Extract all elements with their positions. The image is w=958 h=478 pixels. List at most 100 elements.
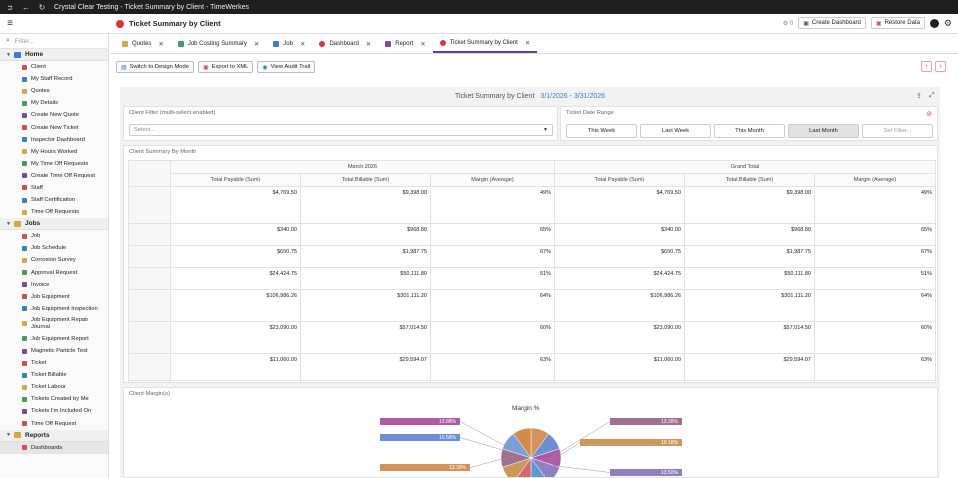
audit-trail-button[interactable]: ◉ View Audit Trail: [257, 61, 316, 73]
client-filter-select[interactable]: Select... ▼: [129, 124, 553, 136]
next-arrow-icon[interactable]: ›: [935, 61, 946, 72]
menu-icon[interactable]: ≡: [7, 18, 13, 29]
previous-arrow-icon[interactable]: ‹: [921, 61, 932, 72]
sidebar-item-create-new-ticket[interactable]: Create New Ticket: [0, 121, 108, 133]
pie-slice[interactable]: [530, 457, 549, 478]
back-icon[interactable]: ←: [22, 2, 30, 12]
table-cell: 64%: [430, 289, 555, 322]
close-icon[interactable]: ✕: [158, 40, 164, 48]
export-icon: ▣: [202, 64, 209, 71]
sidebar-item-staff[interactable]: Staff: [0, 182, 108, 194]
last-month-button[interactable]: Last Month: [788, 124, 859, 138]
pivot-corner: [128, 160, 171, 187]
sidebar-section-reports[interactable]: ▼ Reports: [0, 429, 108, 442]
sidebar-item-my-details[interactable]: My Details: [0, 97, 108, 109]
sidebar-section-jobs[interactable]: ▼ Jobs: [0, 218, 108, 231]
sidebar-item-time-off-request[interactable]: Time Off Request: [0, 418, 108, 430]
client-filter-label: Client Filter (multi-select enabled): [129, 110, 216, 116]
clear-filter-icon[interactable]: ⊘: [926, 111, 932, 118]
tab-dashboard[interactable]: Dashboard ✕: [312, 34, 378, 53]
share-icon[interactable]: ⇪: [916, 93, 922, 100]
table-row[interactable]: $23,090.00 $57,014.50 60% $23,090.00 $57,014…: [128, 321, 936, 354]
sidebar-item-my-staff-record[interactable]: My Staff Record: [0, 73, 108, 85]
sidebar-filter-input[interactable]: Filter...: [14, 37, 35, 45]
sidebar-item-create-time-off-request[interactable]: Create Time Off Request: [0, 170, 108, 182]
design-mode-button[interactable]: ▤ Switch to Design Mode: [116, 61, 194, 73]
nav-item-icon: [22, 233, 27, 239]
sidebar-item-client[interactable]: Client: [0, 61, 108, 73]
sidebar-item-magnetic-particle-test[interactable]: Magnetic Particle Test: [0, 345, 108, 357]
settings-gear-icon[interactable]: ⚙: [943, 17, 952, 28]
pie-slice[interactable]: [513, 427, 532, 459]
sidebar-item-invoice[interactable]: Invoice: [0, 279, 108, 291]
table-row[interactable]: $11,060.00 $29,594.07 63% $11,060.00 $29,594…: [128, 353, 936, 381]
sidebar-item-ticket-labour[interactable]: Ticket Labour: [0, 381, 108, 393]
pivot-column-header[interactable]: Total Billable (Sum): [684, 173, 815, 187]
tab-job-costing-summary[interactable]: Job Costing Summary ✕: [171, 34, 266, 53]
sidebar-item-corrosion-survey[interactable]: Corrosion Survey: [0, 254, 108, 266]
pivot-column-header[interactable]: Margin (Average): [430, 173, 555, 187]
nav-item-icon: [22, 64, 27, 70]
restore-data-button[interactable]: ▣ Restore Data: [870, 17, 925, 29]
close-icon[interactable]: ✕: [365, 40, 372, 48]
pivot-column-header[interactable]: Total Payable (Sum): [554, 173, 685, 187]
tab-quotes[interactable]: Quotes ✕: [115, 34, 171, 53]
table-row[interactable]: $650.75 $1,987.75 67% $650.75 $1,987.75 67%: [128, 245, 936, 268]
sidebar-item-time-off-requests[interactable]: Time Off Requests: [0, 206, 108, 218]
tab-job[interactable]: Job ✕: [266, 34, 312, 53]
this-month-button[interactable]: This Month: [714, 124, 785, 138]
sidebar-item-job-schedule[interactable]: Job Schedule: [0, 242, 108, 254]
sidebar-item-job-equipment[interactable]: Job Equipment: [0, 291, 108, 303]
notification-count[interactable]: ⚙ 0: [782, 20, 794, 27]
table-row[interactable]: $12,425.00$35,919.4565%$12,425.00$35,919…: [128, 380, 936, 382]
table-row[interactable]: $106,986.26 $301,111.20 64% $106,986.26 $301…: [128, 289, 936, 322]
sidebar-item-inspector-dashboard[interactable]: Inspector Dashboard: [0, 134, 108, 146]
close-icon[interactable]: ✕: [420, 40, 426, 48]
sidebar-item-create-new-quote[interactable]: Create New Quote: [0, 109, 108, 121]
export-xml-button[interactable]: ▣ Export to XML: [197, 61, 254, 73]
table-row[interactable]: $340.00 $968.80 65% $340.00 $968.80 65%: [128, 223, 936, 246]
sidebar-item-dashboards[interactable]: Dashboards: [0, 441, 108, 454]
tab-ticket-summary-by-client[interactable]: Ticket Summary by Client ✕: [432, 34, 538, 53]
sidebar-item-job-equipment-repair-journal[interactable]: Job Equipment Repair Journal: [0, 315, 108, 333]
sidebar-item-label: Tickets Created by Me: [31, 396, 89, 403]
sidebar-item-tickets-created-by-me[interactable]: Tickets Created by Me: [0, 393, 108, 405]
sidebar-item-ticket-billable[interactable]: Ticket Billable: [0, 369, 108, 381]
sidebar-item-quotes[interactable]: Quotes: [0, 85, 108, 97]
pie-slice[interactable]: [513, 457, 532, 478]
user-avatar-icon[interactable]: [929, 18, 939, 28]
sidebar-item-job[interactable]: Job: [0, 230, 108, 242]
sidebar-item-job-equipment-inspection[interactable]: Job Equipment Inspection: [0, 303, 108, 315]
pivot-column-header[interactable]: Total Payable (Sum): [170, 173, 301, 187]
sidebar-item-ticket[interactable]: Ticket: [0, 357, 108, 369]
sidebar-filter[interactable]: ⌕ Filter...: [0, 34, 108, 49]
caret-down-icon: ▼: [543, 127, 548, 133]
close-icon[interactable]: ✕: [299, 40, 306, 48]
this-week-button[interactable]: This Week: [566, 124, 637, 138]
sidebar-item-job-equipment-report[interactable]: Job Equipment Report: [0, 333, 108, 345]
table-cell: $23,090.00: [554, 321, 685, 354]
page-title: Ticket Summary by Client: [129, 19, 221, 28]
pivot-column-header[interactable]: Margin (Average): [814, 173, 936, 187]
pivot-column-header[interactable]: Total Billable (Sum): [300, 173, 431, 187]
sidebar-item-tickets-i-m-included-on[interactable]: Tickets I'm Included On: [0, 405, 108, 417]
tab-report[interactable]: Report ✕: [378, 34, 432, 53]
close-icon[interactable]: ✕: [524, 39, 531, 47]
sidebar-item-staff-certification[interactable]: Staff Certification: [0, 194, 108, 206]
table-cell: $340.00: [554, 223, 685, 246]
set-filter-button[interactable]: Set Filter...: [862, 124, 933, 138]
create-dashboard-button[interactable]: ▣ Create Dashboard: [798, 17, 866, 29]
table-row[interactable]: $4,769.50 $9,398.00 49% $4,769.50 $9,398.00 4…: [128, 186, 936, 224]
close-icon[interactable]: ✕: [253, 40, 260, 48]
sidebar-item-my-time-off-requests[interactable]: My Time Off Requests: [0, 158, 108, 170]
sidebar-section-home[interactable]: ▼ Home: [0, 49, 108, 61]
fullscreen-icon[interactable]: ⤢: [929, 92, 935, 99]
refresh-icon[interactable]: ↻: [38, 2, 46, 12]
sidebar-item-my-hours-worked[interactable]: My Hours Worked: [0, 146, 108, 158]
table-row[interactable]: $24,424.75 $50,111.80 51% $24,424.75 $50,111…: [128, 267, 936, 290]
nav-item-icon: [22, 88, 27, 94]
sidebar-item-approval-request[interactable]: Approval Request: [0, 267, 108, 279]
last-week-button[interactable]: Last Week: [640, 124, 711, 138]
pie-slice[interactable]: [530, 457, 560, 478]
nav-item-icon: [22, 100, 27, 106]
